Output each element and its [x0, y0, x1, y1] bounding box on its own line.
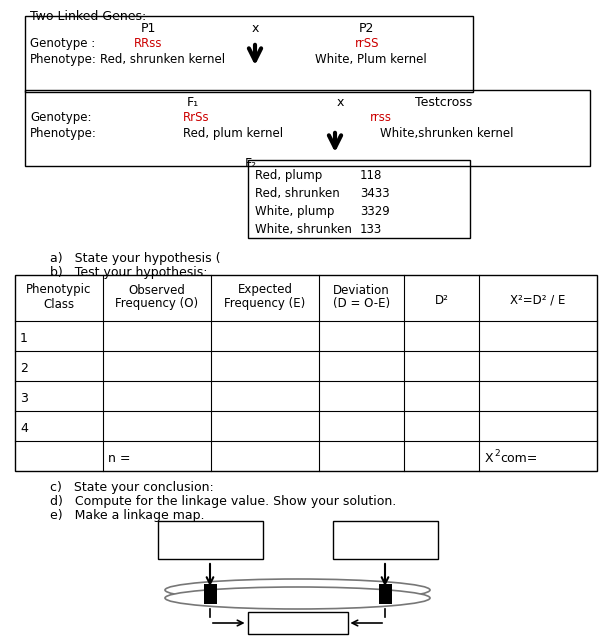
Text: X: X: [485, 452, 493, 466]
Text: F₁: F₁: [187, 96, 199, 109]
Text: RRss: RRss: [134, 37, 162, 50]
Text: 3: 3: [20, 392, 28, 406]
Bar: [248, 612, 347, 634]
Text: White, Plum kernel: White, Plum kernel: [315, 53, 427, 66]
Text: 1: 1: [20, 333, 28, 345]
Text: Expected: Expected: [237, 284, 293, 296]
Text: D²: D²: [435, 293, 449, 307]
Text: (D = O-E): (D = O-E): [333, 298, 390, 310]
Text: 3433: 3433: [360, 187, 390, 200]
Text: n =: n =: [108, 452, 131, 466]
Text: rrss: rrss: [370, 111, 392, 124]
Text: Red, plump: Red, plump: [255, 169, 322, 182]
Text: Phenotype:: Phenotype:: [30, 127, 97, 140]
Bar: [157, 521, 262, 559]
Bar: [15, 275, 597, 471]
Text: com=: com=: [500, 452, 537, 466]
Text: Class: Class: [44, 298, 75, 310]
Text: x: x: [251, 22, 259, 35]
Text: P2: P2: [358, 22, 374, 35]
Text: Two Linked Genes:: Two Linked Genes:: [30, 10, 146, 23]
Bar: [379, 584, 392, 604]
Text: Genotype :: Genotype :: [30, 37, 95, 50]
Text: F₂: F₂: [245, 157, 257, 170]
Text: White, shrunken: White, shrunken: [255, 223, 352, 236]
Text: Frequency (E): Frequency (E): [225, 298, 306, 310]
Text: Observed: Observed: [129, 284, 185, 296]
Ellipse shape: [165, 579, 430, 601]
Text: rrSS: rrSS: [355, 37, 379, 50]
Text: Testcross: Testcross: [415, 96, 472, 109]
Text: 133: 133: [360, 223, 382, 236]
Text: e)   Make a linkage map.: e) Make a linkage map.: [50, 509, 205, 522]
Bar: [333, 521, 438, 559]
Text: White, plump: White, plump: [255, 205, 334, 218]
Text: Phenotypic: Phenotypic: [26, 284, 92, 296]
Text: d)   Compute for the linkage value. Show your solution.: d) Compute for the linkage value. Show y…: [50, 495, 396, 508]
Bar: [203, 584, 217, 604]
Text: a)   State your hypothesis (: a) State your hypothesis (: [50, 252, 220, 265]
Text: P1: P1: [140, 22, 155, 35]
Text: Frequency (O): Frequency (O): [115, 298, 198, 310]
Text: 3329: 3329: [360, 205, 390, 218]
Text: x: x: [336, 96, 344, 109]
Text: Red, shrunken: Red, shrunken: [255, 187, 340, 200]
Bar: [25, 16, 473, 92]
Text: X²=D² / E: X²=D² / E: [510, 293, 566, 307]
Text: c)   State your conclusion:: c) State your conclusion:: [50, 481, 214, 494]
Text: RrSs: RrSs: [183, 111, 209, 124]
Text: Phenotype:: Phenotype:: [30, 53, 97, 66]
Text: 118: 118: [360, 169, 382, 182]
Text: 2: 2: [20, 363, 28, 375]
Bar: [248, 160, 470, 238]
Text: Red, plum kernel: Red, plum kernel: [183, 127, 283, 140]
Text: Deviation: Deviation: [333, 284, 390, 296]
Text: Red, shrunken kernel: Red, shrunken kernel: [100, 53, 225, 66]
Text: Genotype:: Genotype:: [30, 111, 92, 124]
Text: 2: 2: [494, 450, 500, 459]
Ellipse shape: [165, 587, 430, 609]
Text: 4: 4: [20, 422, 28, 436]
Text: b)   Test your hypothesis:: b) Test your hypothesis:: [50, 266, 208, 279]
Bar: [25, 90, 590, 166]
Text: White,shrunken kernel: White,shrunken kernel: [380, 127, 514, 140]
